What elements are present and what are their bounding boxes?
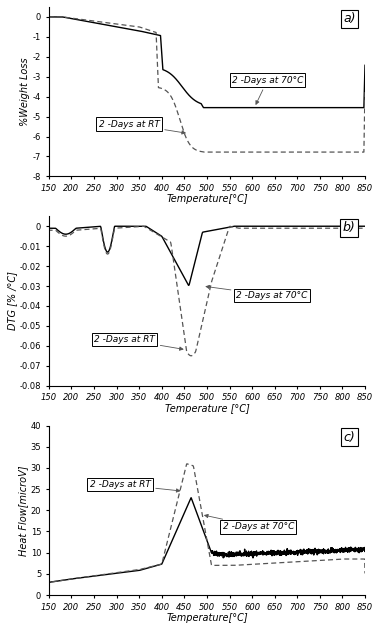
X-axis label: Temperature[°C]: Temperature[°C] <box>166 195 248 204</box>
Text: 2 -Days at 70°C: 2 -Days at 70°C <box>205 514 294 531</box>
Text: 2 -Days at 70°C: 2 -Days at 70°C <box>232 76 303 105</box>
Text: 2 -Days at RT: 2 -Days at RT <box>94 335 183 350</box>
Text: 2 -Days at RT: 2 -Days at RT <box>90 480 180 492</box>
Y-axis label: DTG [% /°C]: DTG [% /°C] <box>7 272 17 330</box>
X-axis label: Temperature[°C]: Temperature[°C] <box>166 613 248 623</box>
Y-axis label: %Weight Loss: %Weight Loss <box>20 57 30 126</box>
Y-axis label: Heat Flow[microV]: Heat Flow[microV] <box>18 465 28 556</box>
Text: b): b) <box>343 221 356 234</box>
Text: a): a) <box>343 12 356 25</box>
Text: 2 -Days at RT: 2 -Days at RT <box>98 120 185 134</box>
Text: 2 -Days at 70°C: 2 -Days at 70°C <box>206 285 308 300</box>
X-axis label: Temperature [°C]: Temperature [°C] <box>165 404 249 414</box>
Text: c): c) <box>344 431 356 444</box>
